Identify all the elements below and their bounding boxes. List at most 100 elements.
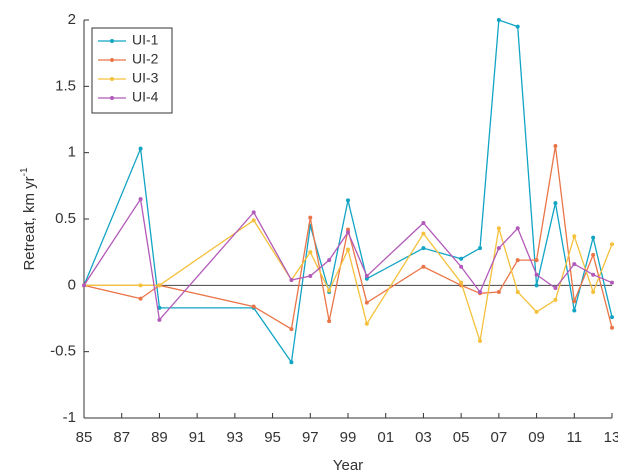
data-point: [289, 360, 294, 365]
data-point: [157, 283, 162, 288]
data-point: [553, 201, 558, 206]
data-point: [610, 242, 614, 247]
y-tick-label: 2: [68, 11, 76, 28]
x-tick-label: 97: [302, 429, 319, 446]
data-point: [496, 226, 501, 231]
x-tick-label: 91: [189, 429, 206, 446]
data-point: [138, 296, 143, 301]
data-point: [534, 283, 539, 288]
data-point: [308, 250, 313, 255]
data-point: [289, 278, 294, 283]
series-line: [83, 197, 613, 322]
y-tick-label: 1.5: [55, 77, 76, 94]
data-point: [157, 317, 162, 322]
data-point: [459, 264, 464, 269]
data-point: [610, 280, 614, 285]
data-point: [515, 289, 520, 294]
x-tick-label: 87: [113, 429, 130, 446]
data-point: [591, 272, 596, 277]
data-point: [138, 146, 143, 151]
data-point: [496, 18, 501, 22]
data-point: [591, 235, 596, 240]
data-point: [496, 246, 501, 251]
y-tick-label: 1: [68, 144, 76, 161]
data-point: [572, 262, 577, 267]
data-point: [572, 234, 577, 239]
data-point: [138, 197, 143, 202]
x-tick-label: 11: [566, 429, 582, 446]
x-tick-label: 09: [528, 429, 545, 446]
x-tick-label: 01: [377, 429, 394, 446]
data-point: [610, 315, 614, 320]
data-point: [459, 280, 464, 285]
data-point: [289, 327, 294, 332]
data-point: [421, 246, 426, 251]
y-tick-label: -1: [63, 409, 76, 426]
y-axis-label-text: Retreat, km yr: [21, 176, 38, 270]
y-tick-label: 0.5: [55, 210, 76, 227]
data-point: [308, 274, 313, 279]
data-point: [496, 289, 501, 294]
data-point: [534, 272, 539, 277]
data-point: [346, 230, 350, 235]
data-point: [478, 339, 482, 344]
legend-marker: [110, 39, 114, 43]
data-point: [251, 218, 256, 223]
legend-label: UI-2: [132, 51, 159, 67]
y-axis-label-superscript: -1: [19, 167, 30, 176]
data-point: [327, 319, 332, 324]
data-point: [572, 308, 577, 313]
data-point: [308, 215, 313, 220]
data-point: [610, 325, 614, 330]
data-point: [82, 283, 86, 288]
x-tick-label: 07: [491, 429, 508, 446]
x-tick-label: 03: [415, 429, 432, 446]
data-point: [459, 256, 464, 261]
legend-box: [91, 27, 173, 114]
x-tick-label: 89: [151, 429, 168, 446]
x-axis-label: Year: [333, 457, 363, 474]
x-tick-label: 85: [76, 429, 93, 446]
data-point: [553, 144, 558, 149]
data-point: [251, 304, 256, 309]
data-point: [364, 321, 369, 326]
data-point: [515, 258, 520, 263]
legend-label: UI-3: [132, 70, 159, 86]
data-point: [251, 210, 256, 215]
x-tick-label: 95: [264, 429, 281, 446]
data-point: [553, 285, 558, 290]
x-tick-label: 13: [604, 429, 618, 446]
data-point: [421, 220, 426, 225]
x-tick-label: 05: [453, 429, 470, 446]
legend-marker: [110, 58, 114, 62]
data-point: [421, 264, 426, 269]
data-point: [534, 258, 539, 263]
data-point: [157, 305, 162, 310]
data-point: [591, 289, 596, 294]
data-point: [478, 246, 482, 251]
data-point: [421, 231, 426, 236]
data-point: [138, 283, 143, 288]
data-point: [478, 289, 482, 294]
data-point: [553, 297, 558, 302]
data-point: [364, 274, 369, 279]
data-point: [346, 247, 350, 252]
data-point: [515, 24, 520, 29]
data-point: [534, 309, 539, 314]
data-point: [327, 288, 332, 293]
legend-marker: [110, 96, 114, 100]
y-tick-label: 0: [68, 276, 76, 293]
legend-label: UI-1: [132, 32, 159, 48]
y-axis-label: Retreat, km yr-1: [19, 167, 38, 271]
x-tick-label: 93: [227, 429, 244, 446]
legend-label: UI-4: [132, 89, 159, 105]
data-point: [327, 258, 332, 263]
data-point: [515, 226, 520, 231]
data-point: [346, 198, 350, 203]
legend-marker: [110, 77, 114, 81]
y-tick-label: -0.5: [50, 343, 76, 360]
data-point: [364, 300, 369, 305]
data-point: [572, 299, 577, 304]
data-point: [591, 252, 596, 257]
